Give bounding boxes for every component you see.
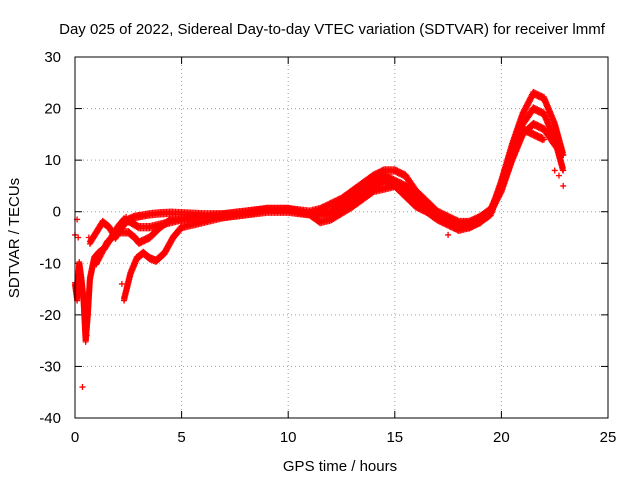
data-point-marker xyxy=(445,231,452,238)
axis-ticks xyxy=(74,56,609,419)
data-point-marker xyxy=(79,384,86,391)
data-point-marker xyxy=(118,280,125,287)
x-tick-label: 5 xyxy=(177,429,185,446)
data-point-marker xyxy=(82,322,89,329)
x-tick-label: 20 xyxy=(493,429,510,446)
y-tick-label: 20 xyxy=(44,101,61,118)
chart-title: Day 025 of 2022, Sidereal Day-to-day VTE… xyxy=(59,21,606,38)
y-axis-label: SDTVAR / TECUs xyxy=(6,178,23,298)
y-tick-label: -40 xyxy=(39,410,61,427)
x-tick-label: 25 xyxy=(600,429,617,446)
data-point-marker xyxy=(93,260,100,267)
y-tick-label: 10 xyxy=(44,152,61,169)
data-point-marker xyxy=(551,167,558,174)
tick-labels: 0 5 10 15 20 25 -40 -30 -20 -10 0 10 20 30 xyxy=(39,49,616,446)
x-tick-label: 15 xyxy=(386,429,403,446)
data-point-marker xyxy=(541,136,548,143)
plot-frame xyxy=(74,56,609,419)
data-point-marker xyxy=(560,182,567,189)
data-series xyxy=(72,88,567,391)
data-point-marker xyxy=(97,249,104,256)
data-point-marker xyxy=(73,280,80,287)
data-point-marker xyxy=(85,234,92,241)
x-tick-label: 0 xyxy=(71,429,79,446)
y-tick-label: -10 xyxy=(39,255,61,272)
data-point-marker xyxy=(123,213,130,220)
y-tick-label: 30 xyxy=(44,49,61,66)
x-tick-label: 10 xyxy=(280,429,297,446)
x-axis-label: GPS time / hours xyxy=(283,458,397,475)
data-point-marker xyxy=(369,190,376,197)
series-trace-d xyxy=(72,125,548,345)
data-point-marker xyxy=(560,151,567,158)
data-point-marker xyxy=(555,172,562,179)
data-point-marker xyxy=(75,234,82,241)
y-tick-label: -30 xyxy=(39,358,61,375)
data-point-marker xyxy=(560,167,567,174)
y-tick-label: -20 xyxy=(39,307,61,324)
y-tick-label: 0 xyxy=(53,204,61,221)
data-point-marker xyxy=(83,332,90,339)
